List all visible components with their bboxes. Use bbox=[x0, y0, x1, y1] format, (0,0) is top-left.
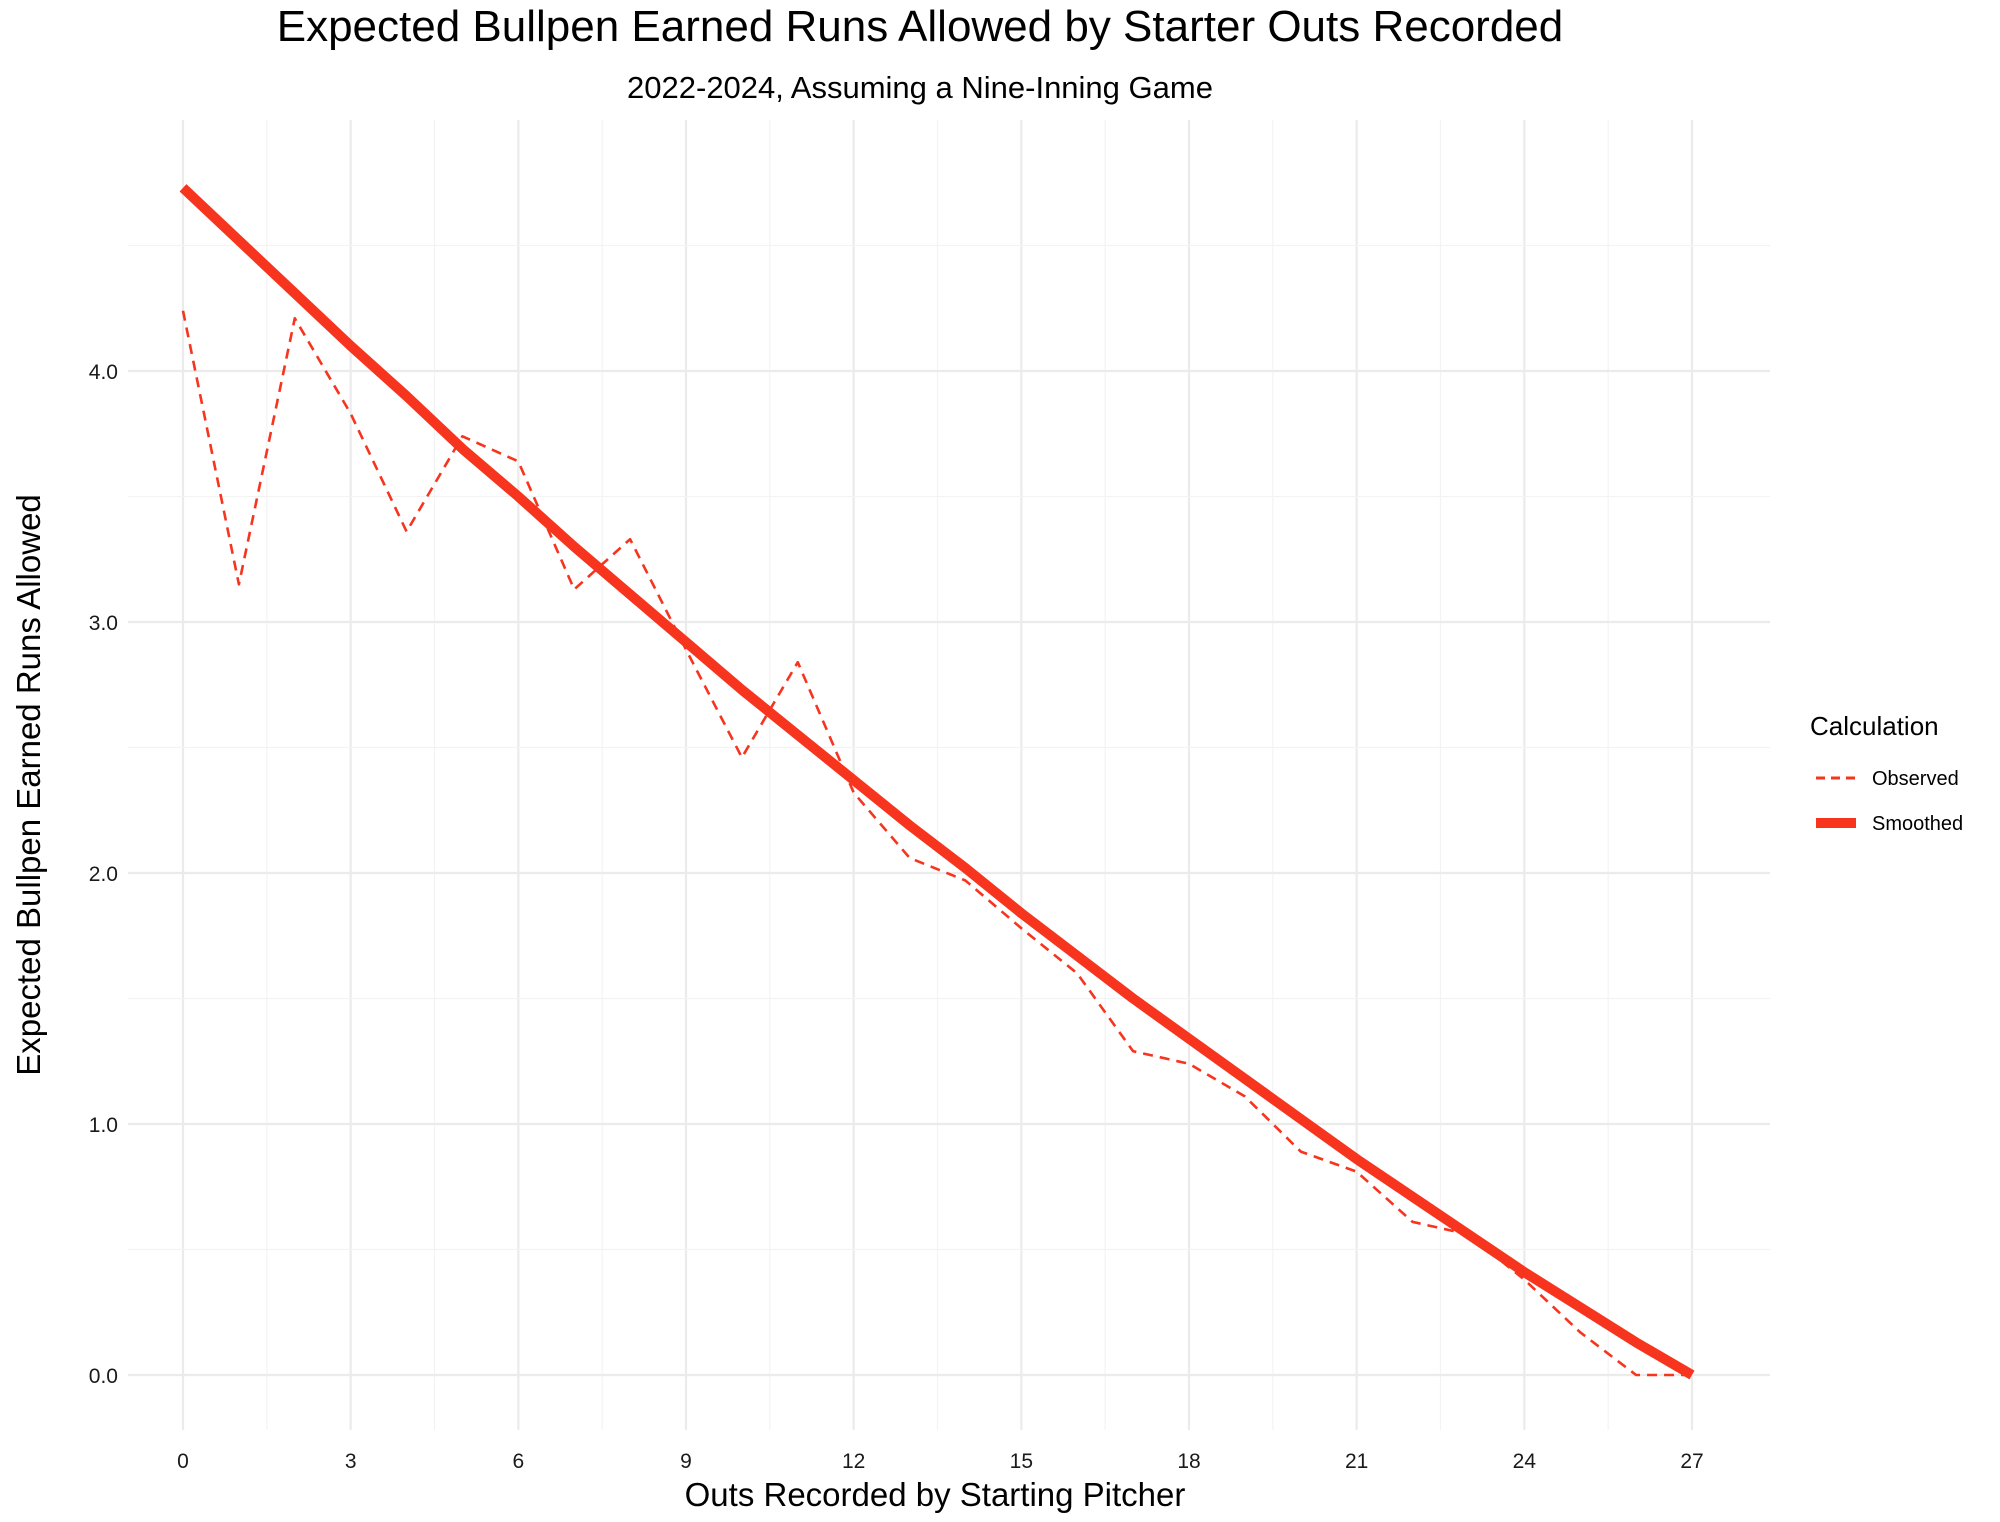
series-line-smoothed bbox=[179, 184, 1695, 1380]
series-layer bbox=[179, 184, 1695, 1380]
legend-label-observed: Observed bbox=[1872, 768, 1959, 790]
x-tick-label: 21 bbox=[1345, 1450, 1368, 1473]
chart-subtitle: 2022-2024, Assuming a Nine-Inning Game bbox=[627, 70, 1213, 105]
y-tick-label: 0.0 bbox=[89, 1365, 118, 1388]
y-axis-ticks: 0.0 1.0 2.0 3.0 4.0 bbox=[89, 361, 118, 1388]
legend-label-smoothed: Smoothed bbox=[1872, 813, 1963, 835]
y-axis-title: Expected Bullpen Earned Runs Allowed bbox=[10, 494, 47, 1076]
x-axis-ticks: 0 3 6 9 12 15 18 21 24 27 bbox=[177, 1450, 1704, 1473]
x-tick-label: 9 bbox=[680, 1450, 692, 1473]
x-tick-label: 12 bbox=[842, 1450, 865, 1473]
x-tick-label: 15 bbox=[1010, 1450, 1033, 1473]
grid-lines bbox=[128, 120, 1770, 1430]
x-tick-label: 3 bbox=[345, 1450, 357, 1473]
legend: Calculation Observed Smoothed bbox=[1810, 711, 1963, 835]
legend-title: Calculation bbox=[1810, 711, 1939, 741]
x-tick-label: 18 bbox=[1177, 1450, 1200, 1473]
chart-title: Expected Bullpen Earned Runs Allowed by … bbox=[276, 2, 1564, 51]
x-tick-label: 24 bbox=[1513, 1450, 1537, 1473]
y-tick-label: 3.0 bbox=[89, 612, 118, 635]
x-tick-label: 0 bbox=[177, 1450, 189, 1473]
y-tick-label: 1.0 bbox=[89, 1114, 118, 1137]
series-line-observed bbox=[181, 310, 1692, 1377]
y-tick-label: 2.0 bbox=[89, 863, 118, 886]
y-tick-label: 4.0 bbox=[89, 361, 118, 384]
x-tick-label: 27 bbox=[1680, 1450, 1703, 1473]
x-axis-title: Outs Recorded by Starting Pitcher bbox=[685, 1476, 1186, 1513]
x-tick-label: 6 bbox=[512, 1450, 524, 1473]
